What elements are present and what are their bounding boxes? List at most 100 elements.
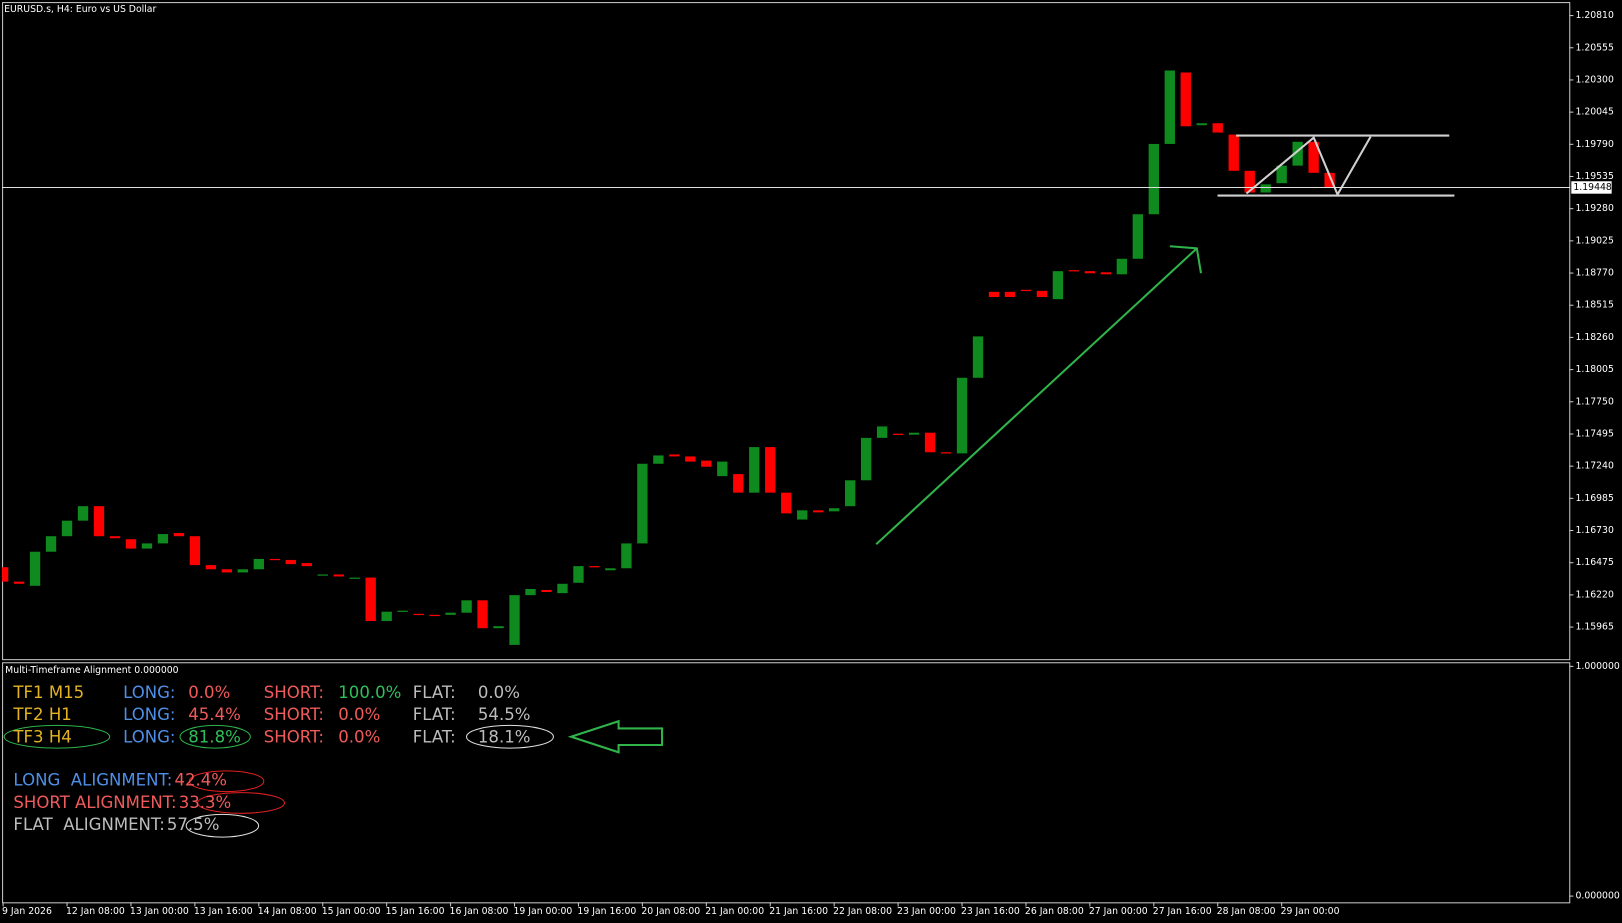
y-tick-label: 1.20555 (1575, 42, 1614, 53)
candle-body (1324, 172, 1335, 188)
indicator-tf: TF3 H4 (12, 727, 71, 746)
x-tick-label: 13 Jan 00:00 (130, 906, 189, 917)
trend-arrow (875, 247, 1198, 546)
indicator-flat: 18.1% (478, 727, 531, 746)
indicator-flat-label: FLAT: (413, 727, 456, 746)
candle-body (173, 533, 185, 537)
x-tick-label: 19 Jan 16:00 (577, 906, 636, 917)
alignment-label: LONG ALIGNMENT: (13, 771, 172, 790)
candle-body (1068, 270, 1080, 272)
candle-body (461, 600, 472, 613)
y-tick-label: 1.16220 (1575, 589, 1614, 600)
candle-body (1052, 271, 1064, 300)
y-tick-label: 1.19790 (1575, 139, 1614, 150)
x-tick-label: 29 Jan 00:00 (1281, 906, 1340, 917)
candle-body (509, 595, 520, 645)
indicator-flat: 54.5% (478, 705, 531, 724)
highlight-ellipse (185, 813, 260, 838)
candle-body (445, 612, 456, 615)
candle-body (749, 447, 760, 493)
indicator-frame (2, 662, 1571, 904)
candle-body (333, 574, 344, 577)
candle-body (557, 583, 568, 594)
candle-body (1004, 291, 1016, 298)
candle-body (828, 508, 840, 512)
x-tick-label: 22 Jan 08:00 (833, 906, 892, 917)
indicator-long: 45.4% (188, 705, 241, 724)
candle-body (365, 577, 376, 622)
candle-body (685, 456, 696, 462)
candle-body (1084, 271, 1096, 274)
y-tick-label: 1.20810 (1575, 10, 1614, 21)
indicator-short: 100.0% (338, 683, 401, 702)
alignment-label: FLAT ALIGNMENT: (13, 815, 164, 834)
highlight-ellipse (179, 724, 251, 749)
indicator-title: Multi-Timeframe Alignment 0.000000 (5, 665, 179, 676)
candle-body (541, 589, 552, 592)
y-tick-label: 1.18515 (1575, 300, 1614, 311)
candle-body (1020, 289, 1032, 292)
candle-body (109, 536, 121, 539)
last-price-label: 1.19448 (1573, 182, 1612, 193)
y-tick-label: 1.17750 (1575, 396, 1614, 407)
x-tick-label: 14 Jan 08:00 (258, 906, 317, 917)
candle-body (29, 551, 41, 586)
pointer-arrow (567, 719, 664, 754)
y-tick-label: 1.20300 (1575, 74, 1614, 85)
candle-body (45, 536, 57, 552)
candle-body (956, 377, 968, 454)
chart-title: EURUSD.s, H4: Euro vs US Dollar (4, 4, 156, 15)
candle-body (125, 539, 137, 549)
x-tick-label: 23 Jan 00:00 (897, 906, 956, 917)
highlight-ellipse (3, 724, 111, 749)
candle-body (493, 626, 504, 629)
alignment-label: SHORT ALIGNMENT: (13, 793, 176, 812)
candle-body (61, 520, 73, 537)
trend-arrow-head (1169, 245, 1203, 274)
candle-body (860, 437, 872, 481)
candles (2, 70, 1335, 645)
candle-body (605, 568, 616, 571)
candle-body (717, 461, 728, 477)
y-tick-label: 1.18005 (1575, 364, 1614, 375)
x-tick-label: 21 Jan 16:00 (769, 906, 828, 917)
annotations (3, 134, 1455, 838)
candle-body (301, 563, 312, 567)
y-tick-label: 1.18770 (1575, 268, 1614, 279)
indicator-short: 0.0% (338, 727, 380, 746)
candle-body (1180, 72, 1191, 127)
candle-body (621, 543, 632, 569)
y-tick-label: 1.16985 (1575, 493, 1614, 504)
y-tick-label: 1.18260 (1575, 332, 1614, 343)
x-tick-label: 28 Jan 08:00 (1217, 906, 1276, 917)
indicator-long: 81.8% (188, 727, 241, 746)
y-tick-label: 1.000000 (1575, 661, 1619, 672)
candle-body (237, 569, 249, 573)
candle-body (924, 432, 936, 453)
y-tick-label: 0.000000 (1575, 891, 1619, 902)
y-tick-label: 1.19280 (1575, 203, 1614, 214)
candle-body (589, 566, 600, 568)
candle-body (205, 565, 217, 570)
x-tick-label: 12 Jan 08:00 (66, 906, 125, 917)
candle-body (1260, 184, 1271, 193)
candle-body (940, 452, 952, 454)
candle-body (1244, 170, 1255, 193)
candle-body (381, 611, 392, 622)
candle-body (349, 577, 360, 579)
candle-body (525, 588, 536, 596)
indicator-tf: TF2 H1 (12, 705, 71, 724)
x-tick-label: 27 Jan 00:00 (1089, 906, 1148, 917)
y-tick-label: 1.19025 (1575, 235, 1614, 246)
y-tick-label: 1.20045 (1575, 107, 1614, 118)
indicator-flat: 0.0% (478, 683, 520, 702)
candle-body (1228, 134, 1239, 171)
x-tick-label: 26 Jan 08:00 (1025, 906, 1084, 917)
candle-body (77, 506, 89, 521)
indicator-short-label: SHORT: (264, 705, 324, 724)
indicator-tf: TF1 M15 (12, 683, 84, 702)
candle-body (1276, 165, 1287, 184)
candle-body (1148, 143, 1159, 215)
candle-body (1164, 70, 1175, 144)
